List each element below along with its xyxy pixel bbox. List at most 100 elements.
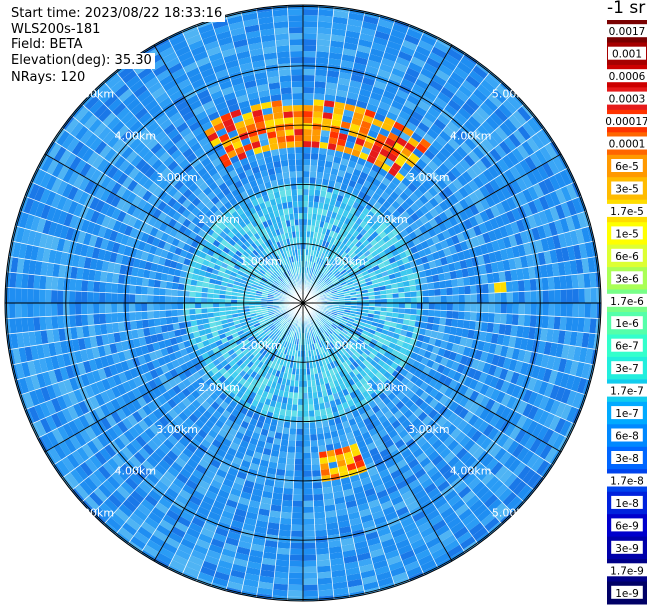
heatmap-cell	[375, 352, 384, 360]
heatmap-cell	[404, 172, 416, 183]
heatmap-cell	[468, 320, 476, 331]
heatmap-cell	[201, 297, 208, 303]
heatmap-cell	[303, 255, 306, 262]
heatmap-cell	[458, 186, 470, 199]
heatmap-cell	[362, 359, 370, 367]
heatmap-cell	[325, 321, 331, 328]
heatmap-cell	[400, 269, 408, 277]
heatmap-cell	[441, 174, 453, 186]
heatmap-cell	[345, 373, 352, 381]
heatmap-cell	[414, 397, 425, 408]
heatmap-cell	[536, 425, 549, 441]
heatmap-cell	[380, 538, 396, 549]
heatmap-cell	[516, 325, 524, 338]
heatmap-cell	[494, 465, 509, 480]
heatmap-cell	[303, 45, 317, 52]
heatmap-cell	[312, 482, 323, 489]
heatmap-cell	[543, 177, 556, 194]
heatmap-cell	[414, 198, 425, 209]
heatmap-cell	[344, 103, 356, 112]
heatmap-cell	[388, 34, 405, 46]
heatmap-cell	[276, 553, 290, 561]
heatmap-cell	[555, 188, 567, 205]
heatmap-cell	[335, 365, 342, 373]
heatmap-cell	[324, 261, 330, 268]
heatmap-cell	[117, 283, 124, 294]
heatmap-cell	[419, 138, 432, 150]
heatmap-cell	[431, 155, 443, 168]
heatmap-cell	[496, 334, 505, 346]
heatmap-cell	[463, 154, 476, 168]
heatmap-cell	[451, 443, 464, 456]
heatmap-cell	[123, 284, 130, 294]
heatmap-cell	[177, 296, 184, 303]
heatmap-cell	[342, 237, 349, 245]
heatmap-cell	[351, 335, 359, 342]
heatmap-cell	[343, 191, 352, 199]
heatmap-cell	[444, 489, 458, 502]
heatmap-cell	[374, 294, 381, 300]
heatmap-cell	[303, 470, 313, 477]
heatmap-cell	[325, 292, 332, 296]
heatmap-cell	[344, 276, 352, 282]
heatmap-cell	[348, 286, 356, 291]
heatmap-cell	[329, 361, 336, 369]
heatmap-cell	[517, 125, 532, 141]
heatmap-cell	[394, 424, 405, 435]
heatmap-cell	[368, 299, 375, 303]
heatmap-cell	[357, 38, 373, 48]
heatmap-cell	[498, 323, 506, 335]
heatmap-cell	[500, 186, 512, 200]
heatmap-cell	[495, 506, 511, 522]
heatmap-cell	[442, 264, 450, 274]
heatmap-cell	[453, 190, 464, 202]
heatmap-cell	[423, 164, 435, 176]
heatmap-cell	[380, 307, 387, 312]
heatmap-cell	[288, 566, 303, 573]
heatmap-cell	[483, 220, 494, 232]
heatmap-cell	[342, 109, 355, 118]
heatmap-cell	[527, 200, 539, 215]
heatmap-cell	[327, 256, 333, 263]
heatmap-cell	[303, 231, 307, 238]
heatmap-cell	[401, 177, 412, 188]
heatmap-cell	[387, 181, 398, 192]
heatmap-cell	[338, 370, 345, 378]
heatmap-cell	[348, 371, 356, 379]
heatmap-cell	[287, 603, 303, 607]
heatmap-cell	[420, 34, 437, 47]
heatmap-cell	[39, 316, 47, 331]
heatmap-cell	[436, 331, 444, 341]
heatmap-cell	[412, 163, 424, 174]
heatmap-cell	[359, 228, 368, 237]
heatmap-cell	[495, 202, 506, 216]
heatmap-cell	[338, 356, 346, 364]
heatmap-cell	[338, 333, 345, 340]
heatmap-cell	[542, 428, 555, 444]
heatmap-cell	[378, 367, 387, 376]
heatmap-cell	[418, 348, 427, 357]
heatmap-cell	[572, 288, 579, 303]
heatmap-cell	[444, 539, 460, 553]
heatmap-cell	[436, 265, 444, 275]
heatmap-cell	[447, 544, 464, 558]
heatmap-cell	[526, 338, 535, 352]
heatmap-cell	[340, 158, 350, 166]
heatmap-cell	[578, 288, 585, 303]
heatmap-cell	[434, 204, 444, 215]
heatmap-cell	[342, 368, 349, 376]
heatmap-cell	[45, 316, 53, 330]
heatmap-cell	[565, 274, 573, 290]
heatmap-cell	[359, 171, 369, 180]
heatmap-cell	[479, 102, 494, 117]
heatmap-cell	[509, 165, 522, 180]
heatmap-cell	[543, 412, 556, 429]
heatmap-cell	[519, 230, 529, 244]
heatmap-cell	[420, 441, 432, 453]
heatmap-cell	[322, 172, 331, 180]
heatmap-cell	[488, 303, 495, 313]
heatmap-cell	[433, 475, 447, 488]
heatmap-cell	[365, 242, 373, 251]
heatmap-cell	[391, 67, 406, 79]
heatmap-cell	[317, 321, 322, 328]
